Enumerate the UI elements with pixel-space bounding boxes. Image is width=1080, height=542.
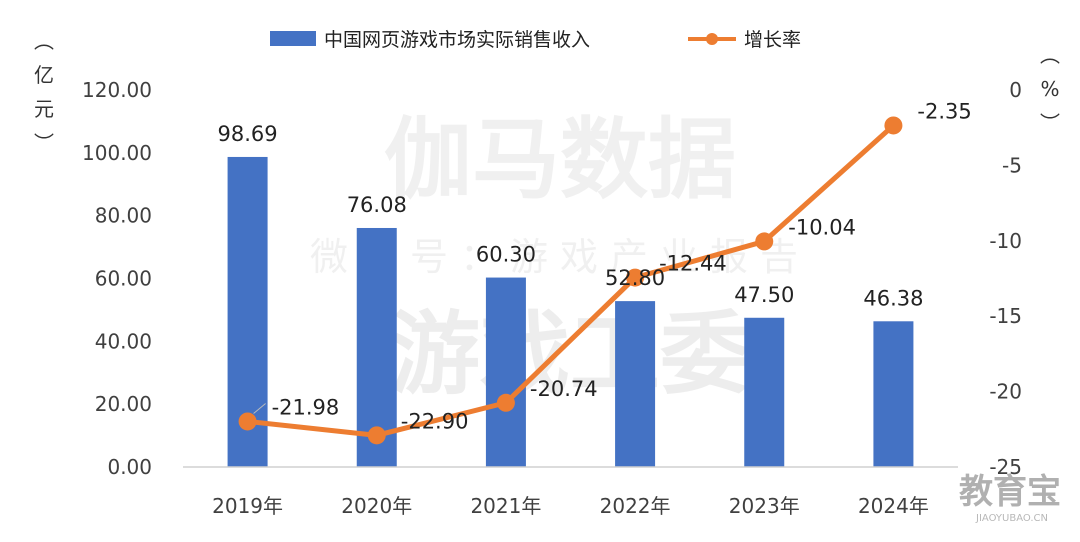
y-left-tick-label: 120.00 — [82, 78, 152, 102]
y-left-tick-label: 40.00 — [95, 329, 152, 353]
y-right-tick-label: 0 — [1009, 78, 1022, 102]
y-left-tick-label: 100.00 — [82, 141, 152, 165]
y-left-ticks: 0.00 20.00 40.00 60.00 80.00 100.00 120.00 — [82, 78, 152, 479]
line-value-label: -10.04 — [788, 215, 856, 239]
watermark-line-1: 伽马数据 — [384, 108, 736, 211]
x-tick-label: 2021年 — [470, 494, 541, 518]
x-tick-label: 2022年 — [600, 494, 671, 518]
y-left-tick-label: 80.00 — [95, 204, 152, 228]
leader-line — [253, 403, 266, 414]
legend-swatch-bar — [270, 31, 316, 46]
y-left-tick-label: 20.00 — [95, 392, 152, 416]
bar-value-label: 76.08 — [347, 193, 407, 217]
bar — [744, 317, 785, 467]
line-value-label: -12.44 — [659, 252, 727, 276]
watermark-line-3: 游戏工委 — [390, 302, 750, 407]
legend-swatch-marker — [706, 33, 718, 45]
y-right-ticks: -25 -20 -15 -10 -5 0 — [989, 78, 1022, 479]
line-point — [755, 232, 774, 251]
line-value-label: -20.74 — [530, 377, 598, 401]
line-point — [884, 116, 903, 135]
bar-data-labels: 98.69 76.08 60.30 52.80 47.50 46.38 — [218, 122, 924, 310]
legend: 中国网页游戏市场实际销售收入 增长率 — [270, 29, 801, 51]
legend-label-line: 增长率 — [744, 29, 801, 51]
bar-value-label: 98.69 — [218, 122, 278, 146]
line-series — [238, 116, 903, 445]
bar-value-label: 47.50 — [734, 283, 794, 307]
bar-value-label: 52.80 — [605, 266, 665, 290]
y-right-tick-label: -20 — [989, 380, 1022, 404]
y-right-axis-label: ︵% ︶ — [1040, 43, 1060, 135]
y-left-tick-label: 0.00 — [107, 455, 152, 479]
y-left-tick-label: 60.00 — [95, 267, 152, 291]
bar-series — [227, 156, 914, 467]
logo-text: 教育宝 — [959, 472, 1061, 512]
line-point — [367, 426, 386, 445]
y-right-tick-label: -25 — [989, 455, 1022, 479]
growth-line — [247, 123, 896, 438]
bar-value-label: 60.30 — [476, 243, 536, 267]
line-point — [626, 268, 645, 287]
x-tick-label: 2020年 — [341, 494, 412, 518]
y-left-axis-label: ︵亿元︶ — [34, 29, 54, 155]
x-tick-label: 2024年 — [858, 494, 929, 518]
line-value-label: -22.90 — [401, 409, 469, 433]
line-value-label: -2.35 — [917, 99, 971, 123]
y-right-tick-label: -5 — [1002, 153, 1022, 177]
y-right-tick-label: -15 — [989, 304, 1022, 328]
line-data-labels: -21.98 -22.90 -20.74 -12.44 -10.04 -2.35 — [272, 99, 972, 433]
y-right-tick-label: -10 — [989, 229, 1022, 253]
bar — [873, 321, 914, 467]
bar-value-label: 46.38 — [863, 286, 923, 310]
x-tick-label: 2023年 — [729, 494, 800, 518]
line-point — [238, 412, 257, 431]
bar — [615, 301, 656, 467]
logo: 教育宝 JIAOYUBAO.CN — [959, 472, 1061, 524]
line-value-label: -21.98 — [272, 395, 340, 419]
y-right-unit: ︵% ︶ — [1040, 43, 1060, 135]
x-ticks: 2019年 2020年 2021年 2022年 2023年 2024年 — [212, 494, 929, 518]
line-point — [496, 393, 515, 412]
logo-subtext: JIAOYUBAO.CN — [975, 513, 1048, 524]
y-left-unit: ︵亿元︶ — [34, 29, 54, 155]
x-tick-label: 2019年 — [212, 494, 283, 518]
bar — [485, 277, 526, 467]
legend-label-bar: 中国网页游戏市场实际销售收入 — [324, 29, 590, 51]
